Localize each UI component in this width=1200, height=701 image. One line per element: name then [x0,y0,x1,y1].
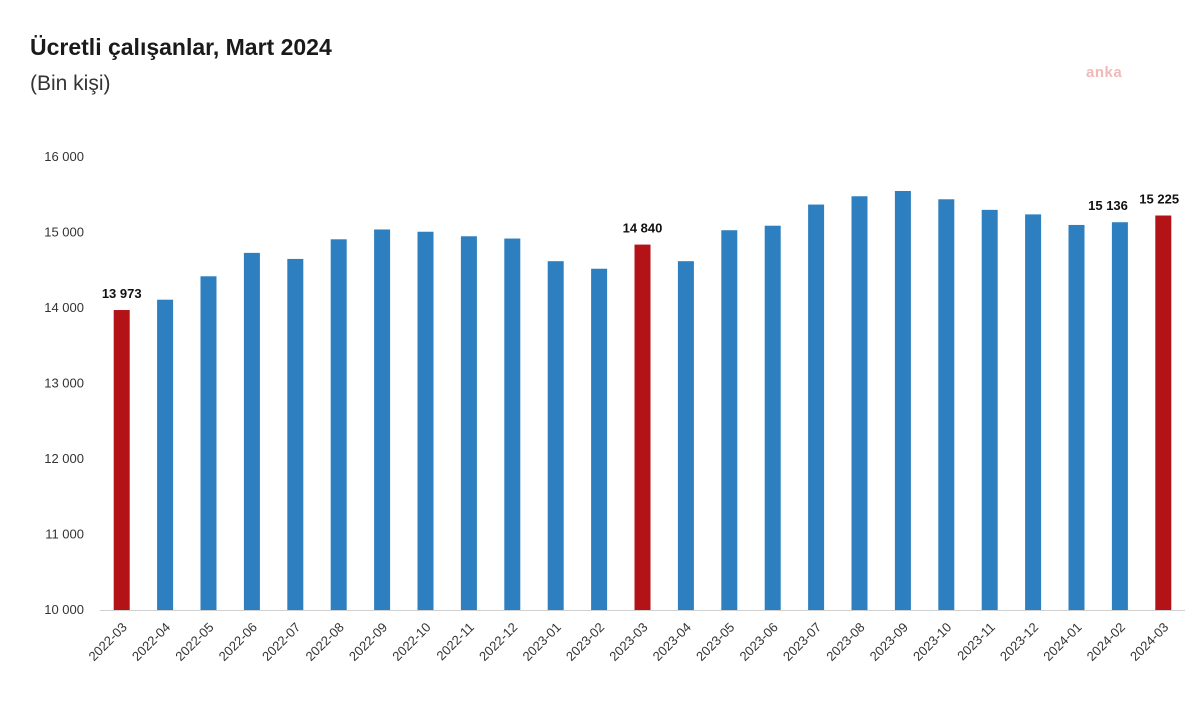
y-tick-label: 16 000 [44,149,84,164]
watermark-logo: anka [1086,64,1123,81]
x-tick-label: 2023-09 [867,620,911,664]
bar [677,261,694,610]
bar [1111,222,1128,610]
y-tick-label: 14 000 [44,300,84,315]
y-tick-label: 11 000 [45,527,84,542]
chart-title: Ücretli çalışanlar, Mart 2024 [30,34,332,60]
y-axis: 10 000 11 000 12 000 13 000 14 000 15 000 16 0… [44,149,84,617]
y-tick-label: 10 000 [44,602,84,617]
x-tick-label: 2022-04 [129,620,173,664]
bar-highlight [634,244,651,610]
x-tick-label: 2023-05 [693,620,737,664]
bar [243,252,260,610]
x-tick-label: 2023-08 [823,620,867,664]
x-tick-label: 2022-03 [85,620,129,664]
data-label: 13 973 [102,286,142,301]
x-tick-label: 2023-07 [780,620,824,664]
bar [460,236,477,610]
chart-subtitle: (Bin kişi) [30,72,111,95]
x-tick-label: 2023-12 [997,620,1041,664]
bar [417,231,434,610]
bar [287,258,304,610]
x-tick-label: 2022-07 [259,620,303,664]
bar [547,261,564,610]
x-tick-label: 2023-10 [910,620,954,664]
bar [721,230,738,611]
x-tick-label: 2023-02 [563,620,607,664]
data-label: 15 225 [1139,192,1179,207]
bar [200,276,217,610]
x-tick-label: 2022-08 [302,620,346,664]
bar [330,239,347,611]
bar [1025,214,1042,610]
bar [894,190,911,610]
x-tick-label: 2022-10 [389,620,433,664]
x-tick-label: 2022-11 [433,620,477,664]
x-tick-label: 2022-12 [476,620,520,664]
x-tick-label: 2022-06 [216,620,260,664]
bar [808,204,825,610]
bar-highlight [113,310,130,610]
data-label: 14 840 [623,221,663,236]
x-tick-label: 2023-04 [650,620,694,664]
x-tick-label: 2023-01 [519,620,563,664]
x-tick-label: 2022-09 [346,620,390,664]
y-tick-label: 15 000 [44,225,84,240]
bar [764,225,781,610]
bar [591,268,608,610]
y-tick-label: 12 000 [44,451,84,466]
x-tick-label: 2023-06 [736,620,780,664]
x-tick-label: 2022-05 [172,620,216,664]
bar [981,209,998,610]
data-labels-group: 13 973 14 840 15 136 15 225 [102,192,1179,302]
x-tick-label: 2024-01 [1040,620,1084,664]
x-tick-label: 2024-03 [1127,620,1171,664]
bar [1068,224,1085,610]
bar [504,238,521,611]
x-tick-label: 2023-03 [606,620,650,664]
x-axis: 2022-03 2022-04 2022-05 2022-06 2022-07 2022-… [85,610,1185,664]
y-tick-label: 13 000 [44,376,84,391]
x-tick-label: 2024-02 [1084,620,1128,664]
bar-highlight [1155,215,1172,610]
bar [851,196,868,610]
x-tick-label: 2023-11 [954,620,998,664]
bar [374,229,391,611]
bar [157,299,174,610]
bars-group [113,190,1172,611]
bar [938,199,955,610]
data-label: 15 136 [1088,198,1128,213]
